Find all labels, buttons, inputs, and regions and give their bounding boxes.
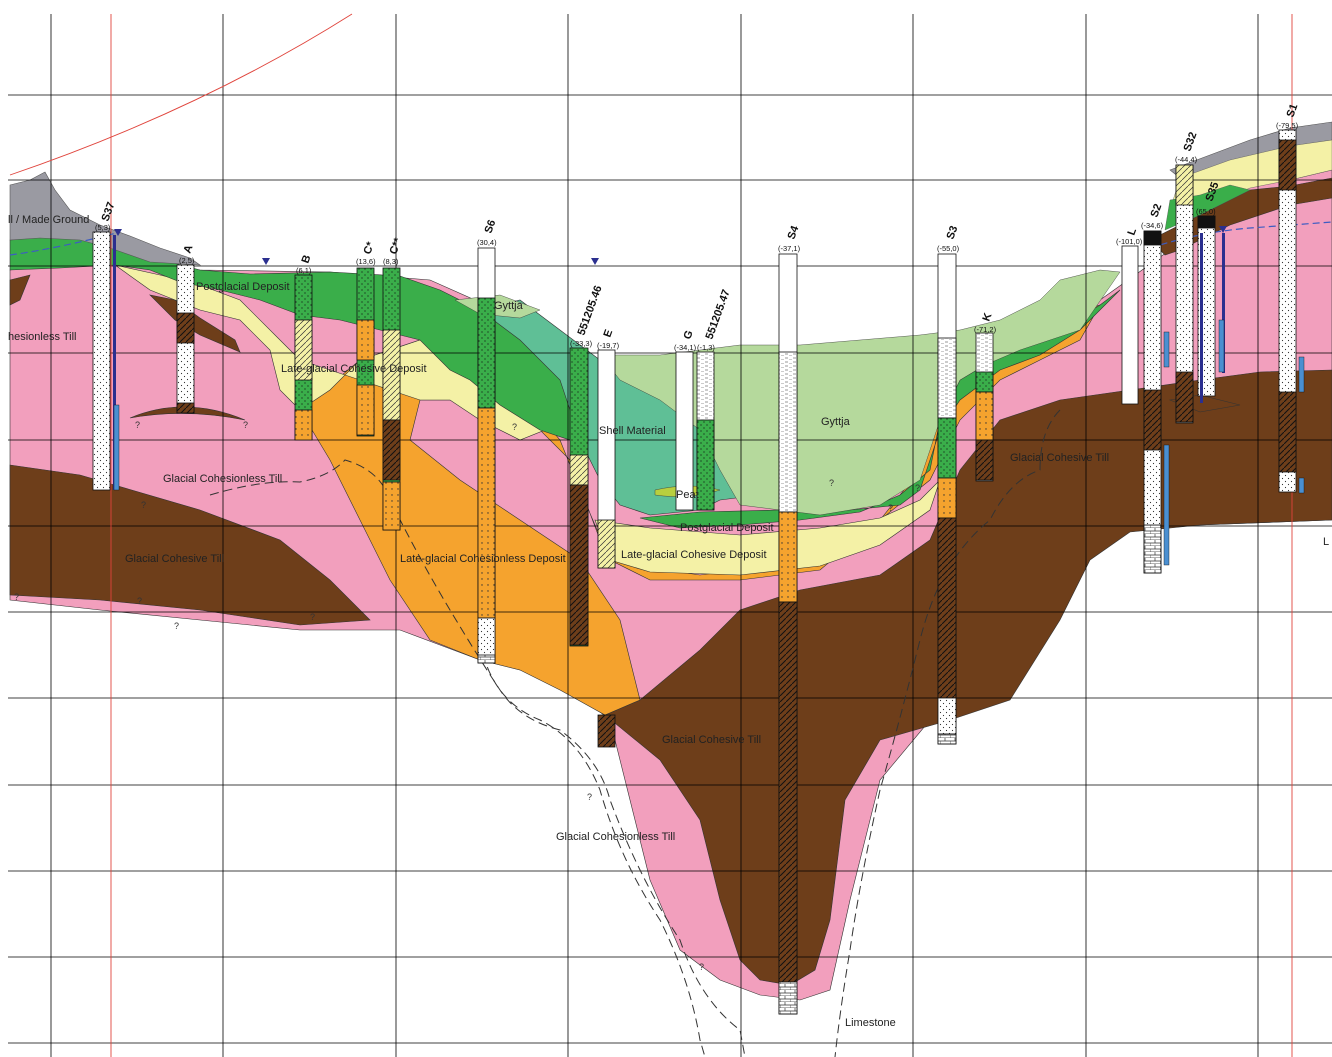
borehole-name: C** xyxy=(388,236,405,256)
label-right-edge: L xyxy=(1323,536,1329,548)
unit-glacial-cohesive-till-lens-b xyxy=(129,406,246,421)
borehole-name: S4 xyxy=(786,223,802,241)
limestone-contact-lines xyxy=(209,409,1061,1057)
borehole-name: B xyxy=(300,253,314,265)
borehole-elevation: (-79,5) xyxy=(1276,121,1299,130)
label-gyttja-small: Gyttja xyxy=(494,300,524,312)
borehole-elevation: (65,0) xyxy=(1196,207,1216,216)
borehole-name: K xyxy=(981,311,995,323)
borehole-column-s37 xyxy=(92,231,111,491)
borehole-elevation: (-37,1) xyxy=(778,244,801,253)
question-mark: ? xyxy=(310,612,315,622)
borehole-name: A xyxy=(182,243,196,255)
borehole-name: 551205.46 xyxy=(576,284,605,337)
borehole-name: L xyxy=(1126,226,1140,237)
borehole-elevation: (-1,3) xyxy=(697,343,715,352)
label-postglacial-left: Postglacial Deposit xyxy=(196,281,290,293)
unit-glacial-cohesive-till-lens-c xyxy=(9,274,31,306)
water-level-marker-s37 xyxy=(114,229,122,236)
label-shell-material: Shell Material xyxy=(599,425,666,437)
borehole-name: S37 xyxy=(100,201,118,224)
borehole-elevation: (2,5) xyxy=(179,256,195,265)
question-mark: ? xyxy=(141,500,146,510)
borehole-name: S32 xyxy=(1182,131,1200,154)
label-late-cohesive-center: Late-glacial Cohesive Deposit xyxy=(621,549,767,561)
unit-postglacial-deposit-center xyxy=(639,289,1121,529)
borehole-elevation: (-33,3) xyxy=(570,339,593,348)
borehole-elevation: (-71,2) xyxy=(974,325,997,334)
water-level-marker-left xyxy=(262,258,270,265)
borehole-elevation: (-101,0) xyxy=(1116,237,1143,246)
question-mark: ? xyxy=(174,621,179,631)
label-late-cohesionless: Late-glacial Cohesionless Deposit xyxy=(400,553,566,565)
label-postglacial-center: Postglacial Deposit xyxy=(680,522,774,534)
label-limestone: Limestone xyxy=(845,1017,896,1029)
label-cohesive-till-center: Glacial Cohesive Till xyxy=(662,734,761,746)
borehole-columns xyxy=(92,129,1305,1015)
question-mark: ? xyxy=(137,596,142,606)
label-cohesionless-till-bottom: Glacial Cohesionless Till xyxy=(556,831,675,843)
question-mark: ? xyxy=(135,420,140,430)
borehole-elevation: (5,3) xyxy=(95,223,111,232)
borehole-elevation: (-44,4) xyxy=(1175,155,1198,164)
borehole-column-l xyxy=(1121,245,1139,405)
question-mark: ? xyxy=(14,592,19,602)
question-mark: ? xyxy=(915,483,920,493)
unit-labels: ll / Made Ground hesionless Till Postgla… xyxy=(8,214,1329,1029)
borehole-name: C* xyxy=(362,240,378,256)
borehole-elevation: (-55,0) xyxy=(937,244,960,253)
unit-glacial-cohesive-till-left xyxy=(9,464,371,626)
borehole-name: S6 xyxy=(483,218,499,235)
label-gyttja: Gyttja xyxy=(821,416,851,428)
borehole-labels: S37 (5,3) A (2,5) B (6,1) C* (13,6) C** … xyxy=(95,102,1300,352)
question-mark: ? xyxy=(699,962,704,972)
borehole-elevation: (-19,7) xyxy=(597,341,620,350)
borehole-elevation: (30,4) xyxy=(477,238,497,247)
unit-late-glacial-cohesive-deposit-center xyxy=(594,479,941,576)
label-peat: Peat xyxy=(676,489,699,501)
unit-made-ground-left xyxy=(9,171,202,266)
borehole-elevation: (8,3) xyxy=(383,257,399,266)
borehole-elevation: (-34,1) xyxy=(674,343,697,352)
uncertainty-marks: ? ? ? ? ? ? ? ? ? ? ? ? ? xyxy=(14,420,920,972)
question-mark: ? xyxy=(512,422,517,432)
borehole-name: E xyxy=(602,328,616,339)
borehole-name: G xyxy=(682,329,696,341)
label-cohesive-till-left: Glacial Cohesive Till xyxy=(125,553,224,565)
borehole-elevation: (-34,6) xyxy=(1141,221,1164,230)
borehole-name: 551205.47 xyxy=(704,288,733,341)
borehole-column-g xyxy=(675,351,694,511)
question-mark: ? xyxy=(587,792,592,802)
grid-lines xyxy=(8,14,1332,1057)
label-made-ground: ll / Made Ground xyxy=(8,214,89,226)
water-level-marker-center xyxy=(591,258,599,265)
label-late-cohesive-left: Late-glacial Cohesive Deposit xyxy=(281,363,427,375)
question-mark: ? xyxy=(829,478,834,488)
borehole-name: S2 xyxy=(1149,202,1165,219)
borehole-name: S3 xyxy=(945,224,961,241)
water-level-markers xyxy=(114,226,1227,265)
label-cohesive-till-right: Glacial Cohesive Till xyxy=(1010,452,1109,464)
borehole-elevation: (13,6) xyxy=(356,257,376,266)
water-level-marker-s35 xyxy=(1219,226,1227,233)
unit-gyttja xyxy=(599,269,1121,516)
label-cohesionless-till-left: hesionless Till xyxy=(8,331,76,343)
borehole-elevation: (6,1) xyxy=(296,266,312,275)
question-mark: ? xyxy=(888,503,893,513)
borehole-name: S1 xyxy=(1285,102,1301,119)
question-mark: ? xyxy=(243,420,248,430)
label-cohesionless-till-mid: Glacial Cohesionless Till xyxy=(163,473,282,485)
